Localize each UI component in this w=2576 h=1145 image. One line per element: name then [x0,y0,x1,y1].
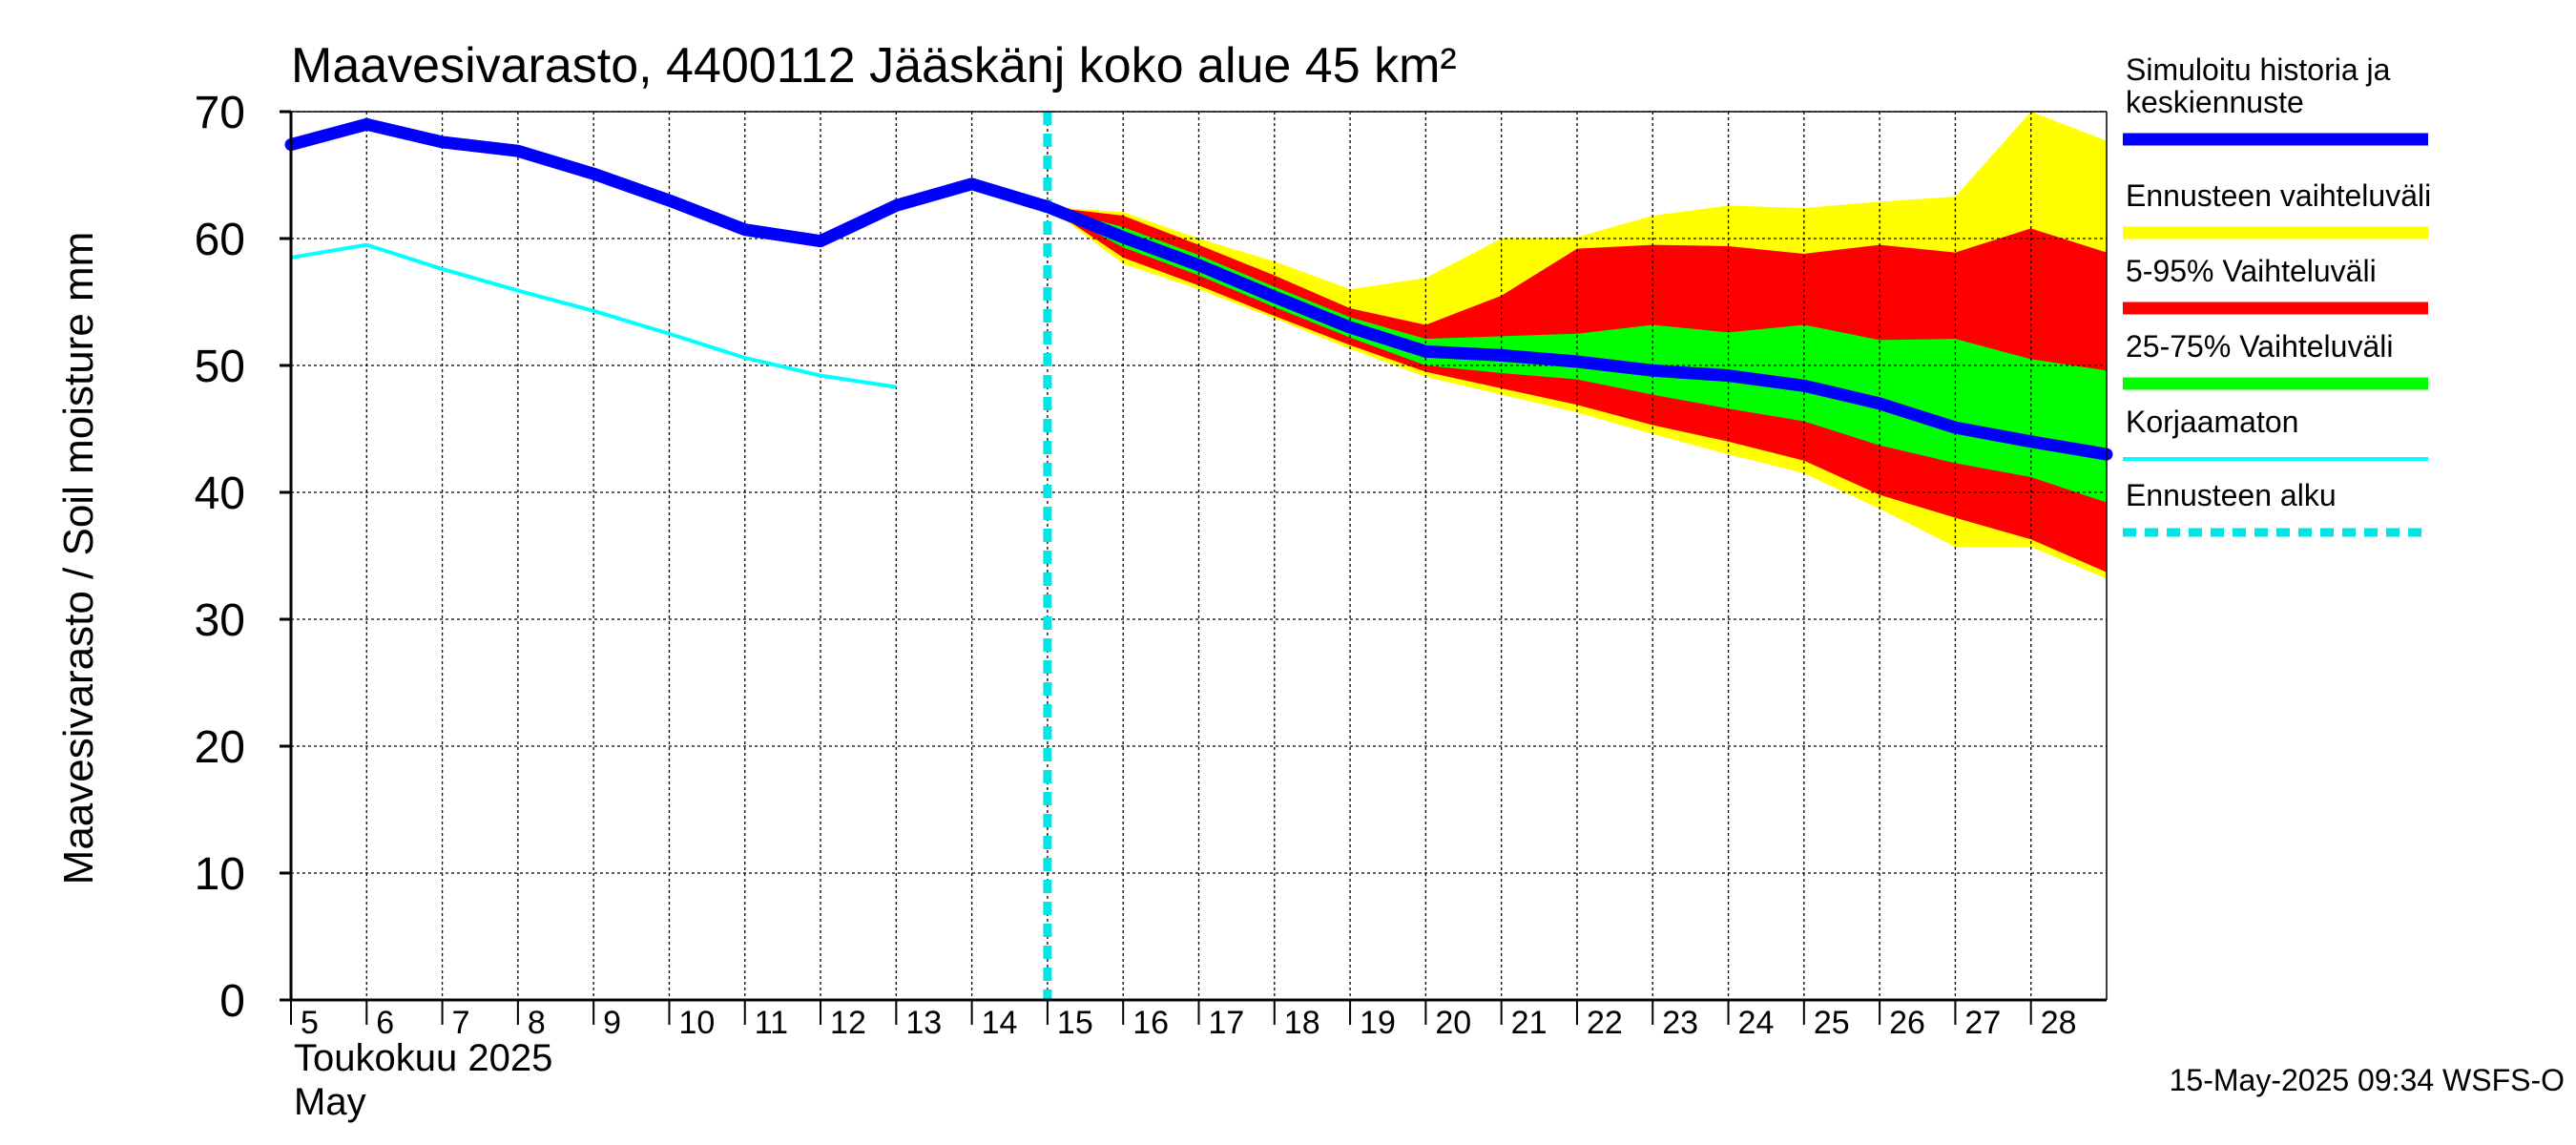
x-tick-label: 20 [1435,1005,1471,1041]
grid-lines [291,111,2107,1000]
y-tick-label: 60 [195,215,245,265]
legend-label: 5-95% Vaihteluväli [2126,254,2377,288]
x-tick-label: 9 [603,1005,621,1041]
legend-label: Ennusteen vaihteluväli [2126,178,2431,213]
x-tick-label: 13 [905,1005,942,1041]
y-tick-label: 0 [219,976,245,1027]
legend-label: Ennusteen alku [2126,478,2337,512]
legend-item: 25-75% Vaihteluväli [2123,329,2428,390]
plot-frame [280,110,2108,1025]
x-tick-label: 23 [1662,1005,1698,1041]
x-tick-label: 11 [755,1005,788,1041]
x-tick-label: 21 [1511,1005,1548,1041]
series-lines [284,112,2113,1000]
x-tick-label: 17 [1209,1005,1245,1041]
x-tick-label: 22 [1587,1005,1623,1041]
x-axis-month-label-en: May [294,1081,366,1123]
chart-title: Maavesivarasto, 4400112 Jääskänj koko al… [291,38,1457,94]
timestamp: 15-May-2025 09:34 WSFS-O [2170,1063,2565,1097]
y-tick-label: 30 [195,595,245,646]
x-tick-label: 27 [1964,1005,2001,1041]
x-tick-label: 18 [1284,1005,1320,1041]
x-tick-label: 15 [1057,1005,1093,1041]
x-tick-label: 12 [830,1005,866,1041]
legend-item: Ennusteen alku [2123,478,2428,537]
legend-label: Korjaamaton [2126,405,2298,439]
y-axis-label: Maavesivarasto / Soil moisture mm [55,232,102,885]
series-history-median [284,117,2113,461]
y-tick-label: 10 [195,849,245,900]
x-tick-label: 24 [1738,1005,1775,1041]
x-tick-label: 19 [1360,1005,1396,1041]
legend-label: 25-75% Vaihteluväli [2126,329,2393,364]
x-tick-label: 5 [301,1005,319,1041]
legend-item: 5-95% Vaihteluväli [2123,254,2428,315]
legend-label-line2: keskiennuste [2126,85,2304,119]
x-tick-label: 10 [678,1005,715,1041]
y-tick-label: 40 [195,468,245,519]
y-tick-label: 20 [195,722,245,773]
x-axis-month-label: Toukokuu 2025 [294,1037,552,1079]
x-tick-label: 28 [2041,1005,2077,1041]
x-tick-label: 16 [1132,1005,1169,1041]
band-5-95 [1047,206,2107,572]
legend-item: Ennusteen vaihteluväli [2123,178,2431,239]
x-tick-label: 6 [376,1005,394,1041]
legend-label: Simuloitu historia ja [2126,52,2391,87]
series-korjaamaton [290,242,897,389]
axis-labels: 0 10 20 30 40 50 60 70 5 6 7 8 9 10 11 12 13 14 15 16 17 18 19… [195,88,2077,1041]
x-tick-label: 26 [1889,1005,1925,1041]
legend-item: Korjaamaton [2123,405,2428,461]
x-tick-label: 7 [452,1005,470,1041]
x-tick-label: 8 [528,1005,546,1041]
y-tick-label: 70 [195,88,245,138]
x-tick-label: 25 [1814,1005,1850,1041]
y-tick-label: 50 [195,342,245,392]
x-tick-label: 14 [982,1005,1018,1041]
